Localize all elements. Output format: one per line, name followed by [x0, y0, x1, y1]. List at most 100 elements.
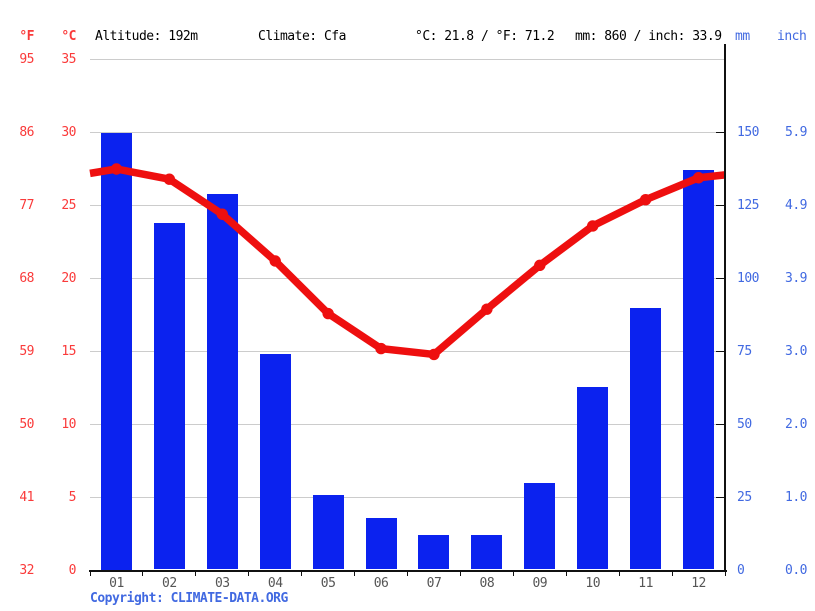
y-tick-mm: 75: [737, 344, 752, 359]
grid-line: [90, 424, 725, 425]
y-tick-celsius: 10: [61, 417, 76, 432]
y-tick-fahrenheit: 50: [19, 417, 34, 432]
y-tick-fahrenheit: 68: [19, 271, 34, 286]
x-axis-tick: [512, 570, 514, 576]
y-tick-inch: 3.0: [785, 344, 807, 359]
x-tick-month: 07: [426, 576, 442, 591]
y-tick-celsius: 30: [61, 125, 76, 140]
y-tick-fahrenheit: 86: [19, 125, 34, 140]
y-tick-celsius: 20: [61, 271, 76, 286]
grid-line: [90, 205, 725, 206]
x-axis-tick: [142, 570, 144, 576]
x-axis-tick: [354, 570, 356, 576]
right-axis-tick: [716, 132, 725, 133]
x-axis-tick: [407, 570, 408, 576]
y-tick-inch: 2.0: [785, 417, 807, 432]
x-tick-month: 05: [320, 576, 336, 591]
x-tick-month: 11: [638, 576, 653, 591]
x-tick-month: 12: [691, 576, 706, 591]
precipitation-bar: [259, 354, 291, 570]
x-tick-month: 02: [162, 576, 177, 591]
x-axis-tick: [248, 570, 250, 576]
header-unit-c-label: °C: [61, 29, 76, 44]
y-tick-mm: 25: [737, 490, 752, 505]
x-axis-tick: [724, 570, 726, 576]
right-axis-tick: [716, 424, 725, 425]
grid-line: [90, 59, 725, 60]
right-axis-tick: [716, 497, 725, 498]
temperature-point: [587, 220, 599, 232]
y-tick-celsius: 5: [68, 490, 77, 505]
y-tick-fahrenheit: 95: [19, 52, 34, 67]
x-tick-month: 01: [109, 576, 124, 591]
y-tick-fahrenheit: 32: [19, 563, 34, 578]
y-tick-inch: 5.9: [785, 125, 807, 140]
y-tick-inch: 3.9: [785, 271, 807, 286]
temperature-point: [163, 173, 176, 185]
precipitation-bar: [206, 193, 238, 570]
y-tick-inch: 1.0: [785, 490, 807, 505]
y-tick-inch: 4.9: [785, 198, 807, 213]
x-tick-month: 10: [585, 576, 601, 591]
y-tick-mm: 150: [737, 125, 759, 140]
y-tick-mm: 0: [737, 563, 745, 578]
x-tick-month: 09: [532, 576, 548, 591]
precipitation-bar: [630, 307, 662, 570]
y-tick-fahrenheit: 77: [19, 198, 34, 213]
right-axis-tick: [716, 205, 725, 206]
temperature-point: [322, 307, 334, 320]
right-axis-tick: [716, 351, 725, 352]
temperature-point: [375, 342, 387, 355]
temperature-point: [534, 259, 546, 272]
x-axis-tick: [195, 570, 197, 576]
temperature-point: [269, 255, 281, 267]
grid-line: [90, 132, 725, 133]
y-tick-celsius: 25: [61, 198, 76, 213]
precipitation-bar: [100, 132, 132, 570]
precipitation-bar: [312, 494, 344, 570]
x-tick-month: 06: [373, 576, 389, 591]
x-axis-tick: [671, 570, 673, 576]
precipitation-bar: [683, 170, 715, 570]
temperature-point: [639, 193, 652, 206]
header-climate-classification: Climate: Cfa: [258, 29, 346, 44]
copyright: Copyright: CLIMATE-DATA.ORG: [90, 591, 288, 606]
temperature-point: [481, 303, 493, 315]
header-altitude: Altitude: 192m: [95, 29, 198, 44]
y-tick-mm: 50: [737, 417, 752, 432]
precipitation-bar: [471, 535, 503, 570]
x-axis-tick: [618, 570, 620, 576]
y-tick-mm: 100: [737, 271, 759, 286]
header-unit-mm-label: mm: [735, 29, 750, 44]
header-temperature-summary: °C: 21.8 / °F: 71.2: [415, 29, 555, 44]
x-tick-month: 08: [479, 576, 495, 591]
precipitation-bar: [577, 386, 609, 570]
precipitation-bar: [524, 482, 556, 570]
precipitation-bar: [365, 517, 397, 570]
y-tick-mm: 125: [737, 198, 759, 213]
right-axis-tick: [716, 278, 725, 279]
x-axis-tick: [301, 570, 303, 576]
precipitation-bar: [418, 535, 450, 570]
copyright-label: Copyright:: [90, 591, 171, 606]
y-tick-fahrenheit: 41: [19, 490, 34, 505]
grid-line: [90, 497, 725, 498]
precipitation-bar: [153, 223, 185, 570]
y-tick-fahrenheit: 59: [19, 344, 34, 359]
y-tick-inch: 0.0: [785, 563, 807, 578]
header-unit-f-label: °F: [19, 29, 34, 44]
right-axis-line: [724, 44, 726, 572]
x-axis-line: [89, 569, 727, 572]
x-axis-tick: [459, 570, 461, 576]
y-tick-celsius: 0: [68, 563, 77, 578]
copyright-link[interactable]: CLIMATE-DATA.ORG: [170, 591, 289, 606]
x-axis-tick: [89, 570, 91, 576]
x-tick-month: 04: [267, 576, 283, 591]
x-tick-month: 03: [214, 576, 230, 591]
y-tick-celsius: 35: [61, 52, 76, 67]
header-precipitation-summary: mm: 860 / inch: 33.9: [575, 29, 722, 44]
y-tick-celsius: 15: [61, 344, 76, 359]
grid-line: [90, 278, 725, 279]
x-axis-tick: [565, 570, 567, 576]
